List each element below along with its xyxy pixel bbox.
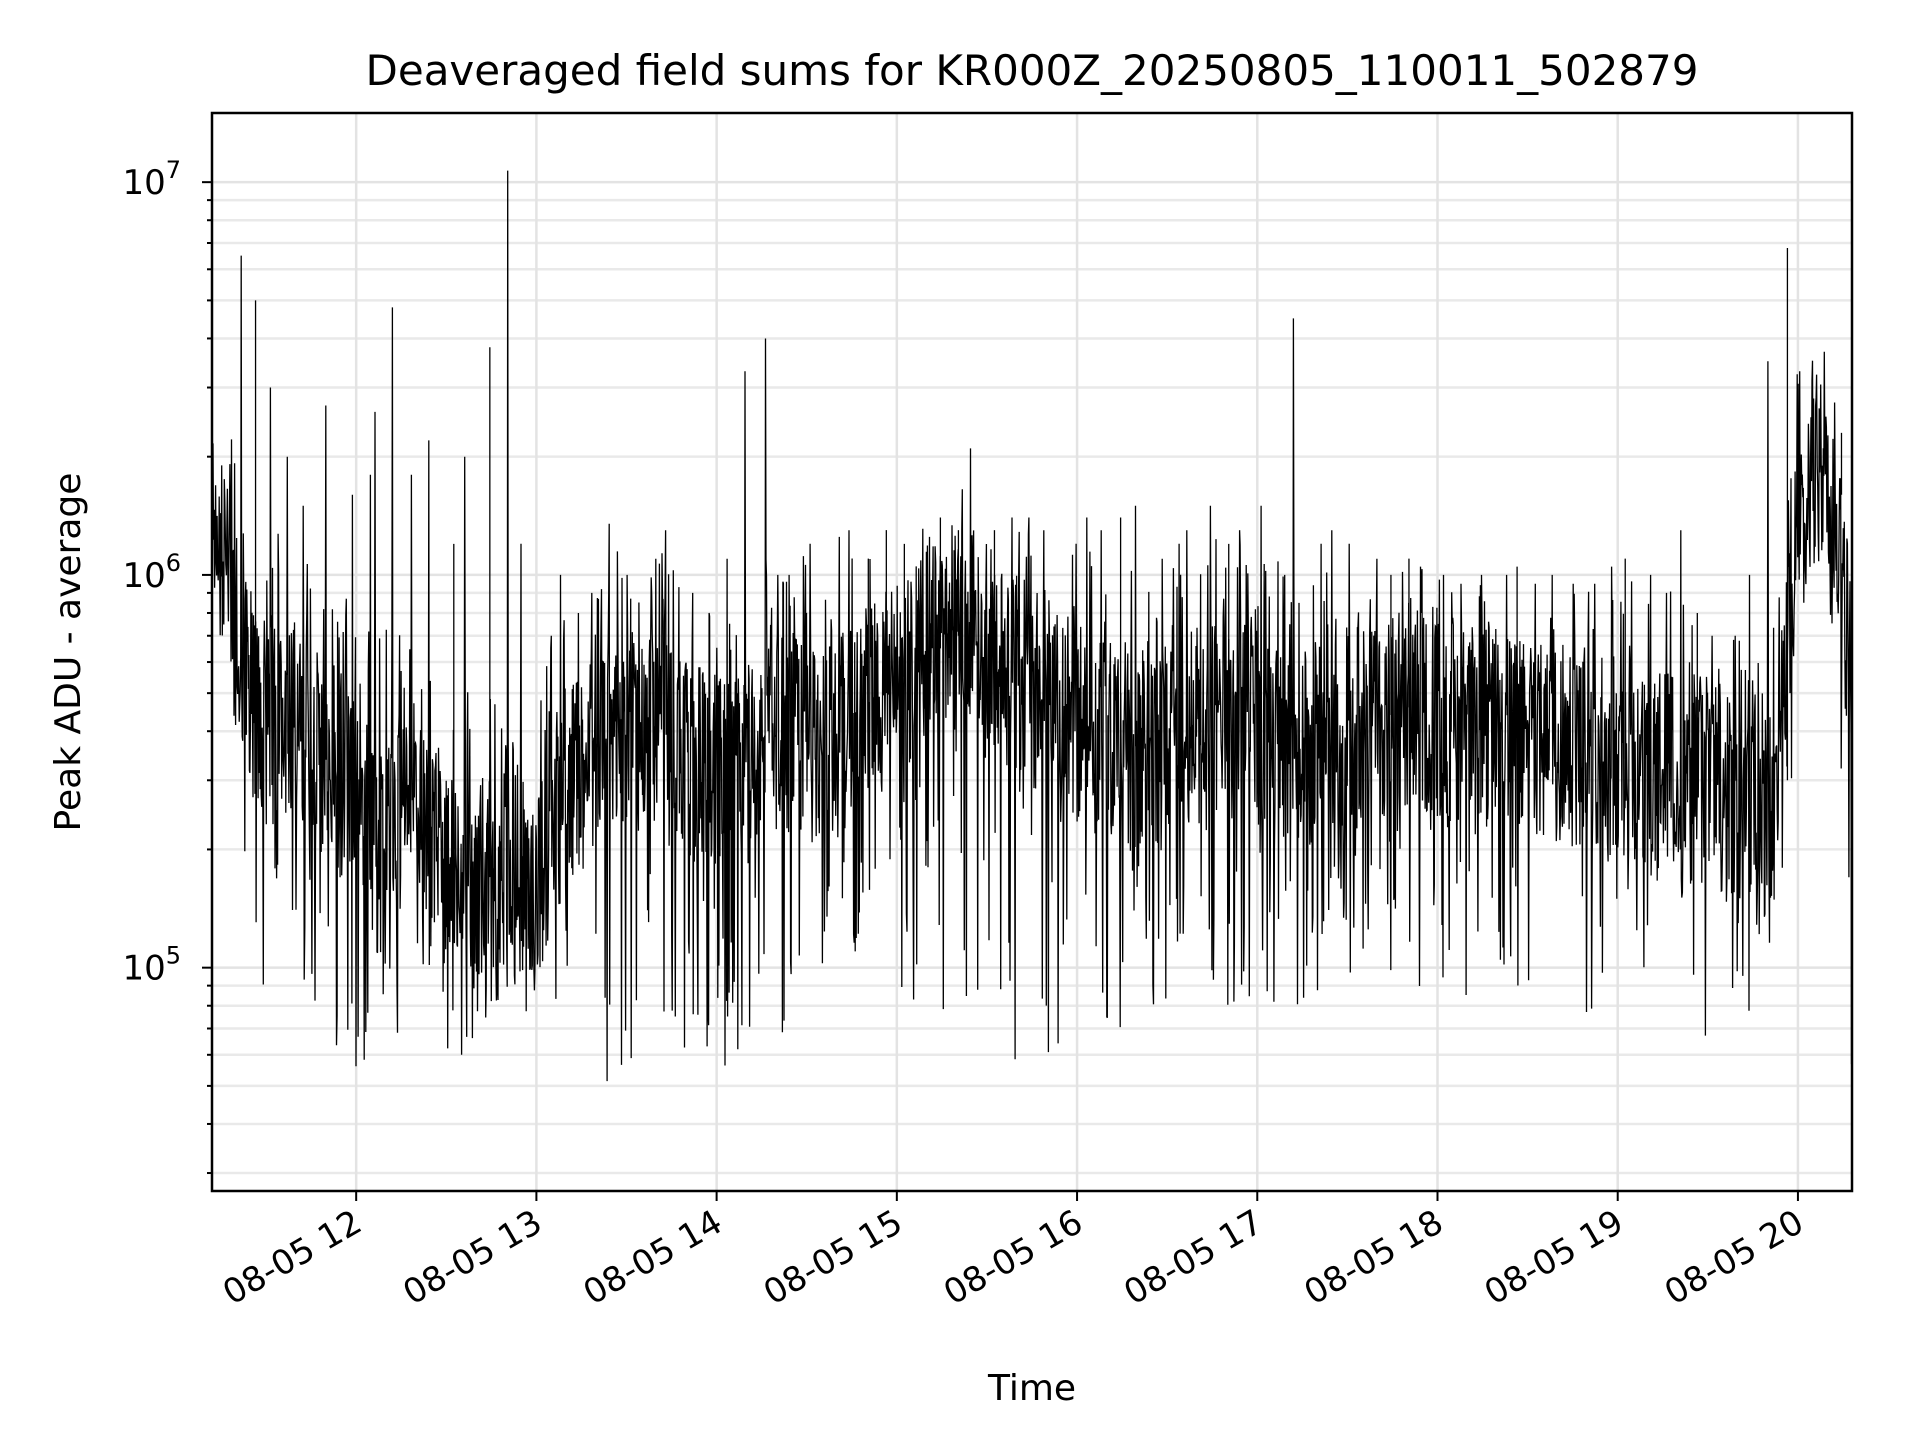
chart-title: Deaveraged field sums for KR000Z_2025080… bbox=[366, 46, 1699, 95]
series-line bbox=[211, 170, 1853, 1082]
x-axis-label: Time bbox=[987, 1368, 1076, 1409]
series-layer bbox=[211, 170, 1853, 1082]
y-axis-label: Peak ADU - average bbox=[48, 473, 89, 832]
y-tick-label: 107 bbox=[122, 156, 181, 203]
plot-frame bbox=[210, 111, 1854, 1193]
y-tick-label: 105 bbox=[122, 942, 181, 989]
y-axis-ticks: 105 106 107 bbox=[122, 156, 212, 1175]
y-tick-label: 106 bbox=[122, 549, 181, 596]
